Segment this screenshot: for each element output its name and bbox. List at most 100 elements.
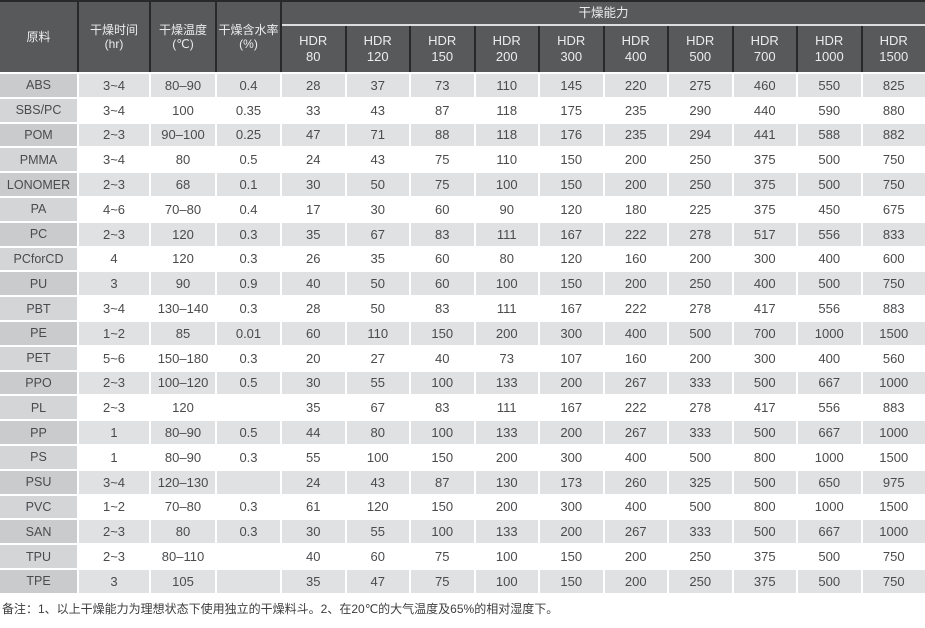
material-cell: POM	[0, 123, 77, 147]
material-cell: TPU	[0, 545, 77, 568]
column-header-line: HDR	[363, 32, 392, 48]
moisture-cell: 0.3	[217, 445, 280, 469]
capacity-cell: 26	[282, 247, 345, 271]
capacity-cell: 750	[862, 148, 925, 172]
dry-time-cell: 1~2	[79, 321, 149, 345]
moisture-cell	[217, 569, 280, 593]
capacity-cell: 750	[862, 272, 925, 296]
capacity-cell: 200	[475, 321, 538, 345]
dry-time-cell: 3~4	[79, 148, 149, 172]
capacity-cell: 100	[411, 371, 474, 395]
capacity-cell: 300	[540, 445, 603, 469]
capacity-cell: 325	[669, 470, 732, 494]
capacity-cell: 100	[411, 421, 474, 444]
capacity-cell: 250	[669, 148, 732, 172]
capacity-cell: 833	[862, 222, 925, 246]
moisture-cell: 0.5	[217, 421, 280, 444]
capacity-cell: 275	[669, 74, 732, 97]
dry-time-cell: 2~3	[79, 371, 149, 395]
capacity-cell: 750	[862, 545, 925, 568]
capacity-cell: 28	[282, 297, 345, 320]
capacity-cell: 133	[475, 421, 538, 444]
capacity-cell: 294	[669, 123, 732, 147]
capacity-cell: 675	[862, 197, 925, 221]
capacity-cell: 250	[669, 545, 732, 568]
capacity-cell: 750	[862, 569, 925, 593]
capacity-cell: 650	[798, 470, 861, 494]
capacity-cell: 1000	[862, 421, 925, 444]
material-cell: PBT	[0, 297, 77, 320]
capacity-cell: 43	[346, 98, 409, 122]
capacity-cell: 667	[798, 520, 861, 544]
capacity-cell: 55	[346, 371, 409, 395]
capacity-cell: 60	[282, 321, 345, 345]
column-header-line: HDR	[492, 32, 521, 48]
material-cell: PMMA	[0, 148, 77, 172]
column-header-hdr-500: HDR 500	[669, 26, 732, 72]
capacity-cell: 120	[540, 197, 603, 221]
capacity-cell: 167	[540, 222, 603, 246]
column-header-line: 400	[624, 49, 647, 64]
capacity-cell: 75	[411, 545, 474, 568]
column-header-hdr-200: HDR 200	[475, 26, 538, 72]
capacity-cell: 100	[475, 272, 538, 296]
capacity-cell: 40	[282, 272, 345, 296]
capacity-cell: 500	[798, 173, 861, 196]
moisture-cell	[217, 545, 280, 568]
dry-time-cell: 1~2	[79, 495, 149, 519]
moisture-cell: 0.01	[217, 321, 280, 345]
moisture-cell: 0.3	[217, 247, 280, 271]
dry-time-cell: 2~3	[79, 396, 149, 420]
capacity-cell: 450	[798, 197, 861, 221]
capacity-cell: 35	[282, 569, 345, 593]
capacity-cell: 290	[669, 98, 732, 122]
capacity-cell: 67	[346, 222, 409, 246]
capacity-cell: 80	[346, 421, 409, 444]
capacity-cell: 375	[733, 545, 796, 568]
capacity-cell: 100	[346, 445, 409, 469]
capacity-cell: 200	[540, 371, 603, 395]
capacity-cell: 882	[862, 123, 925, 147]
capacity-cell: 1000	[798, 445, 861, 469]
capacity-cell: 120	[540, 247, 603, 271]
capacity-cell: 90	[475, 197, 538, 221]
capacity-cell: 600	[862, 247, 925, 271]
capacity-cell: 500	[669, 445, 732, 469]
column-header-unit: (hr)	[104, 37, 124, 51]
capacity-cell: 235	[604, 98, 667, 122]
column-header-line: 120	[366, 49, 389, 64]
capacity-cell: 278	[669, 222, 732, 246]
capacity-cell: 500	[733, 470, 796, 494]
dry-time-cell: 3~4	[79, 470, 149, 494]
capacity-cell: 111	[475, 396, 538, 420]
capacity-cell: 200	[604, 173, 667, 196]
column-header-line: HDR	[621, 32, 650, 48]
capacity-cell: 73	[411, 74, 474, 97]
capacity-cell: 333	[669, 421, 732, 444]
dry-temp-cell: 105	[151, 569, 215, 593]
material-cell: PP	[0, 421, 77, 444]
footnote: 备注：1、以上干燥能力为理想状态下使用独立的干燥料斗。2、在20℃的大气温度及6…	[2, 601, 559, 616]
dry-time-cell: 3	[79, 569, 149, 593]
capacity-cell: 333	[669, 371, 732, 395]
dry-temp-cell: 120	[151, 222, 215, 246]
dry-temp-cell: 80–90	[151, 74, 215, 97]
capacity-cell: 200	[604, 569, 667, 593]
capacity-cell: 111	[475, 222, 538, 246]
capacity-cell: 61	[282, 495, 345, 519]
capacity-cell: 441	[733, 123, 796, 147]
material-cell: PA	[0, 197, 77, 221]
capacity-cell: 1000	[862, 520, 925, 544]
capacity-cell: 130	[475, 470, 538, 494]
column-header-hdr-80: HDR 80	[282, 26, 345, 72]
column-header-line: 300	[560, 49, 583, 64]
capacity-cell: 73	[475, 346, 538, 370]
capacity-cell: 133	[475, 371, 538, 395]
dry-time-cell: 2~3	[79, 222, 149, 246]
capacity-cell: 250	[669, 173, 732, 196]
capacity-cell: 80	[475, 247, 538, 271]
capacity-cell: 50	[346, 173, 409, 196]
capacity-cell: 460	[733, 74, 796, 97]
capacity-cell: 1500	[862, 321, 925, 345]
moisture-cell: 0.3	[217, 346, 280, 370]
